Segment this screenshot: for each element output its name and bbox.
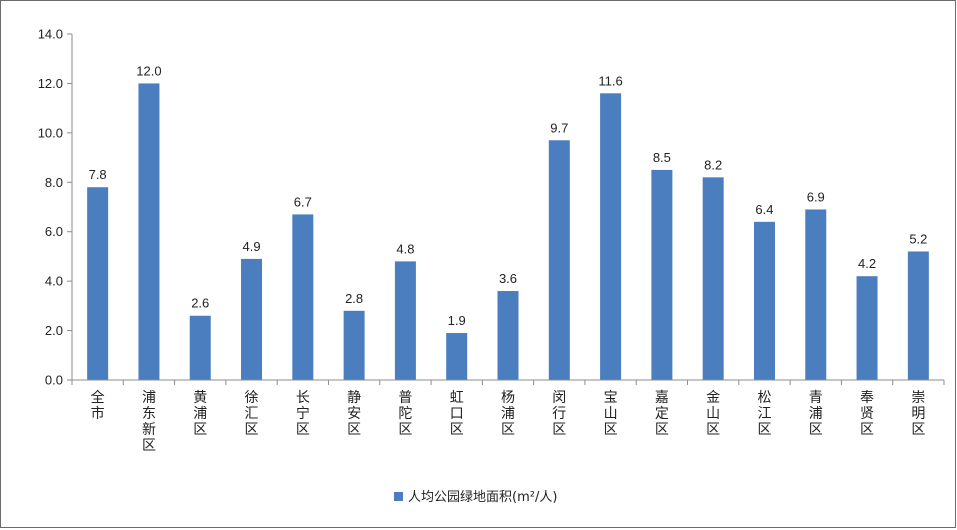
- y-tick-label: 2.0: [45, 323, 63, 338]
- bar: [651, 169, 673, 380]
- bar: [446, 333, 468, 380]
- x-axis: 全市 浦东新区 黄浦区 徐汇区 长宁区 静安区 普陀区 虹口区 杨浦区 闵行区 宝山区 嘉定区 金山区 松…: [71, 379, 945, 454]
- data-label: 6.9: [807, 189, 825, 204]
- category-label: 浦东新区: [142, 390, 156, 454]
- bar: [753, 221, 775, 380]
- category-label: 普陀区: [398, 390, 412, 438]
- category-label: 静安区: [347, 390, 361, 438]
- data-label: 3.6: [499, 271, 517, 286]
- bar: [702, 177, 724, 380]
- data-label: 1.9: [448, 313, 466, 328]
- category-label: 金山区: [706, 390, 720, 438]
- category-label: 崇明区: [911, 390, 925, 438]
- bars: [87, 83, 929, 381]
- y-tick-label: 8.0: [45, 175, 63, 190]
- data-label: 6.7: [294, 194, 312, 209]
- category-label: 全市: [91, 389, 105, 422]
- data-label: 9.7: [550, 120, 568, 135]
- bar: [856, 276, 878, 380]
- y-tick-label: 4.0: [45, 274, 63, 289]
- legend-label: 人均公园绿地面积(m²/人): [408, 490, 557, 505]
- bar: [189, 315, 211, 380]
- y-tick-label: 10.0: [38, 125, 63, 140]
- data-label: 2.6: [191, 296, 209, 311]
- legend-swatch: [394, 492, 403, 501]
- data-label: 4.8: [396, 241, 414, 256]
- category-label: 奉贤区: [860, 390, 874, 438]
- data-label: 11.6: [598, 73, 622, 88]
- y-tick-label: 12.0: [38, 76, 63, 91]
- bar: [805, 209, 827, 380]
- bar: [343, 310, 365, 380]
- data-label: 12.0: [136, 63, 161, 78]
- y-axis: 0.0 2.0 4.0 6.0 8.0 10.0 12.0 14.0: [38, 27, 73, 388]
- data-label: 8.2: [704, 157, 722, 172]
- category-label: 长宁区: [296, 390, 310, 438]
- category-label: 徐汇区: [245, 390, 259, 438]
- bar: [907, 251, 929, 380]
- y-tick-label: 6.0: [45, 224, 63, 239]
- bar: [87, 187, 109, 380]
- category-label: 闵行区: [552, 390, 566, 438]
- data-label: 4.9: [242, 239, 260, 254]
- category-label: 宝山区: [604, 390, 618, 438]
- legend: 人均公园绿地面积(m²/人): [394, 490, 557, 505]
- data-label: 7.8: [89, 167, 107, 182]
- y-tick-label: 0.0: [45, 373, 63, 388]
- bar: [548, 140, 570, 380]
- data-label: 6.4: [755, 202, 773, 217]
- data-labels: 7.8 12.0 2.6 4.9 6.7 2.8 4.8 1.9 3.6 9.7 11.6 8.5 8.…: [89, 63, 928, 328]
- bar: [292, 214, 314, 380]
- data-label: 5.2: [909, 231, 927, 246]
- category-label: 虹口区: [450, 390, 464, 438]
- data-label: 8.5: [653, 150, 671, 165]
- category-label: 嘉定区: [655, 390, 669, 438]
- bar: [241, 258, 263, 380]
- data-label: 2.8: [345, 291, 363, 306]
- bar: [497, 291, 519, 380]
- category-label: 松江区: [757, 390, 771, 438]
- y-tick-label: 14.0: [38, 27, 63, 42]
- bar: [600, 93, 622, 381]
- data-label: 4.2: [858, 256, 876, 271]
- category-label: 杨浦区: [501, 390, 515, 438]
- bar: [394, 261, 416, 380]
- category-label: 青浦区: [809, 390, 823, 438]
- category-label: 黄浦区: [193, 389, 207, 438]
- bar: [138, 83, 160, 380]
